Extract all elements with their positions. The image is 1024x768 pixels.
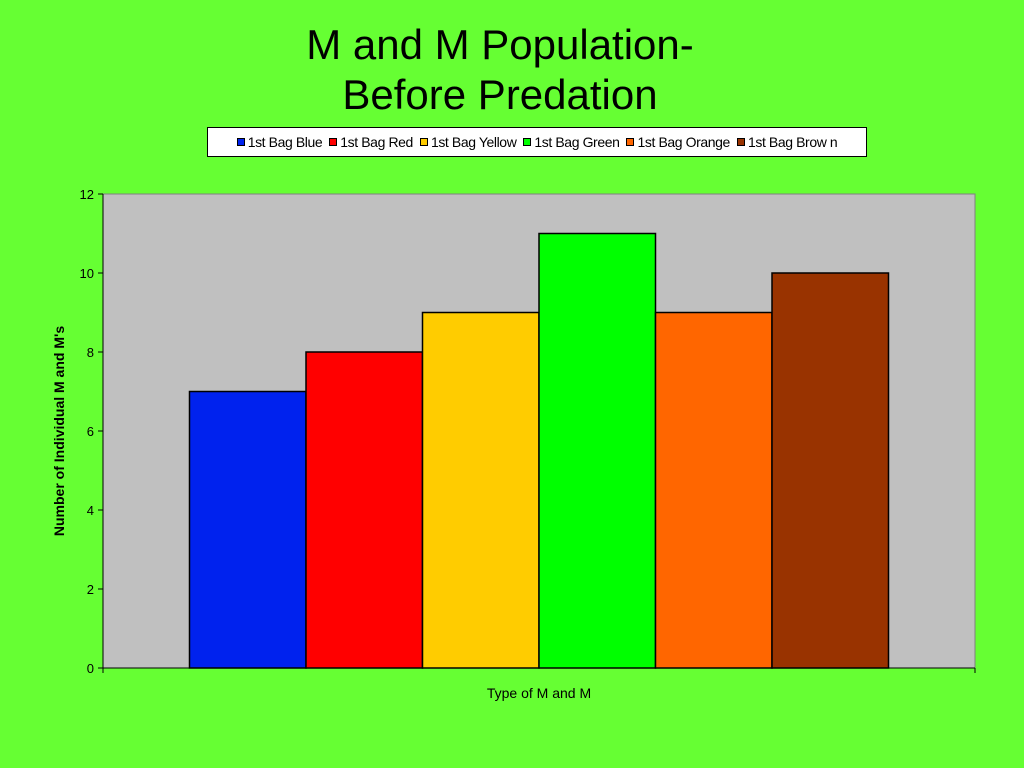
bar-1st-bag-brow-n <box>771 272 890 669</box>
legend-label-yellow: 1st Bag Yellow <box>430 134 517 150</box>
y-tick-label: 10 <box>80 266 94 281</box>
legend-item-red: 1st Bag Red <box>329 134 413 150</box>
bar-1st-bag-blue <box>188 390 307 669</box>
y-tick-label: 2 <box>87 582 94 597</box>
legend-item-yellow: 1st Bag Yellow <box>419 134 517 150</box>
legend-label-orange: 1st Bag Orange <box>637 134 730 150</box>
chart-title: M and M Population- Before Predation <box>0 20 1000 120</box>
legend-label-red: 1st Bag Red <box>340 134 413 150</box>
legend-label-brown: 1st Bag Brow n <box>747 134 838 150</box>
y-tick-label: 12 <box>80 187 94 202</box>
y-tick-label: 0 <box>87 661 94 676</box>
y-tick-label: 6 <box>87 424 94 439</box>
legend-item-brown: 1st Bag Brow n <box>736 134 838 150</box>
legend-item-green: 1st Bag Green <box>523 134 620 150</box>
y-tick-label: 4 <box>87 503 94 518</box>
legend-item-blue: 1st Bag Blue <box>236 134 323 150</box>
legend-swatch-red <box>329 138 338 146</box>
chart-title-line-2: Before Predation <box>342 71 658 118</box>
y-tick-label: 8 <box>87 345 94 360</box>
y-axis-title: Number of Individual M and M's <box>51 326 67 536</box>
legend-label-blue: 1st Bag Blue <box>247 134 323 150</box>
legend-swatch-brown <box>736 138 745 146</box>
legend-swatch-orange <box>626 138 635 146</box>
legend-swatch-blue <box>236 138 245 146</box>
bar-1st-bag-yellow <box>421 311 540 669</box>
legend-item-orange: 1st Bag Orange <box>626 134 730 150</box>
chart-title-line-1: M and M Population- <box>306 21 694 68</box>
legend-label-green: 1st Bag Green <box>534 134 620 150</box>
legend-swatch-green <box>523 138 532 146</box>
chart-legend: 1st Bag Blue 1st Bag Red 1st Bag Yellow … <box>207 127 867 157</box>
y-axis-ticks: 0 2 4 6 8 10 12 <box>80 187 976 676</box>
bar-1st-bag-green <box>538 232 657 669</box>
x-axis-title: Type of M and M <box>487 685 591 701</box>
bar-1st-bag-orange <box>654 311 773 669</box>
bar-1st-bag-red <box>305 351 424 669</box>
legend-swatch-yellow <box>419 138 428 146</box>
